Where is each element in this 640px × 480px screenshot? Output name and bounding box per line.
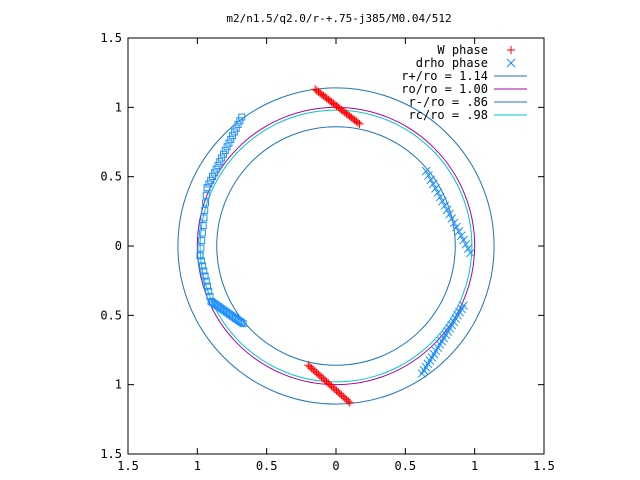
x-tick-label-5: 1 — [471, 459, 478, 473]
point-s1-g0-3 — [428, 179, 438, 189]
point-s1-g0-11 — [447, 214, 457, 223]
point-s2-g2-2 — [199, 262, 207, 270]
legend-marker-1 — [506, 58, 516, 68]
point-s2-g0-10 — [219, 150, 227, 158]
point-s2-g1-8 — [197, 244, 205, 252]
point-s2-g1-6 — [198, 229, 206, 237]
series-circle-5 — [216, 126, 456, 366]
point-s0-g1-24 — [344, 397, 353, 406]
point-s2-g0-4 — [230, 128, 238, 136]
point-s1-g0-1 — [424, 171, 433, 180]
point-s2-g0-9 — [221, 147, 229, 155]
point-s2-g1-5 — [199, 222, 207, 230]
point-s2-g0-17 — [207, 176, 215, 184]
point-s1-g0-14 — [454, 227, 464, 236]
series-circle-3 — [177, 87, 495, 405]
y-tick-label-2: 0.5 — [100, 170, 122, 184]
point-s2-g3-20 — [238, 319, 246, 327]
legend-label-4: r-/ro = .86 — [409, 95, 488, 109]
point-s1-g0-15 — [456, 231, 466, 241]
point-s2-g0-18 — [205, 180, 213, 188]
point-s2-g2-7 — [205, 287, 213, 295]
point-s1-g0-16 — [459, 235, 468, 245]
point-s1-g0-19 — [466, 248, 475, 258]
y-tick-label-6: 1.5 — [100, 447, 122, 461]
point-s2-g1-2 — [201, 199, 209, 207]
point-s1-g0-17 — [461, 239, 471, 249]
legend-marker-0 — [507, 46, 515, 54]
point-s1-g0-10 — [445, 209, 454, 219]
series-circle-6 — [199, 109, 473, 383]
point-s1-g0-4 — [431, 183, 440, 193]
point-s2-g0-2 — [234, 120, 242, 128]
point-s2-g1-3 — [201, 206, 209, 214]
point-s2-g0-0 — [238, 113, 246, 121]
point-s2-g2-5 — [202, 277, 210, 285]
x-tick-label-6: 1.5 — [533, 459, 555, 473]
point-s0-g1-25 — [345, 398, 354, 407]
y-tick-label-1: 1 — [115, 100, 122, 114]
point-s1-g0-13 — [452, 222, 461, 232]
plot-area — [177, 85, 495, 407]
point-s1-g0-12 — [449, 218, 459, 228]
axes: 1.5 1 0.5 0 0.5 1 1.51.510.500.511.5 — [100, 31, 555, 473]
point-s0-g0-26 — [353, 118, 362, 127]
x-tick-label-1: 1 — [194, 459, 201, 473]
point-s2-g2-4 — [201, 272, 209, 280]
legend-label-1: drho phase — [416, 56, 488, 70]
point-s2-g0-5 — [229, 132, 237, 140]
point-s1-g1-21 — [417, 369, 427, 378]
y-tick-label-4: 0.5 — [100, 308, 122, 322]
y-tick-label-0: 1.5 — [100, 31, 122, 45]
point-s1-g0-2 — [426, 175, 436, 185]
point-s2-g1-0 — [203, 184, 211, 192]
point-s2-g1-7 — [198, 237, 206, 245]
x-tick-label-3: 0 — [332, 459, 339, 473]
legend-label-2: r+/ro = 1.14 — [401, 69, 488, 83]
point-s1-g0-7 — [438, 196, 447, 206]
point-s1-g0-5 — [433, 188, 443, 198]
x-tick-label-0: 1.5 — [117, 459, 139, 473]
point-s2-g2-6 — [204, 282, 212, 290]
legend-label-0: W phase — [437, 43, 488, 57]
point-s2-g1-4 — [200, 214, 208, 222]
point-s2-g0-12 — [216, 158, 224, 166]
point-s0-g0-27 — [355, 119, 364, 128]
point-s1-g0-9 — [442, 205, 452, 215]
series-circle-4 — [196, 106, 476, 386]
point-s2-g0-13 — [214, 161, 222, 169]
point-s2-g1-1 — [202, 191, 210, 199]
x-tick-label-4: 0.5 — [394, 459, 416, 473]
point-s2-g2-0 — [196, 252, 204, 260]
point-s2-g2-1 — [197, 257, 205, 265]
point-s2-g2-3 — [200, 267, 208, 275]
y-tick-label-3: 0 — [115, 239, 122, 253]
point-s2-g0-1 — [236, 117, 244, 125]
point-s2-g3-21 — [239, 320, 247, 328]
point-s1-g0-6 — [435, 192, 445, 202]
point-s2-g0-15 — [210, 169, 218, 177]
point-s2-g0-7 — [225, 139, 233, 147]
point-s2-g0-11 — [218, 154, 226, 162]
point-s1-g0-8 — [440, 201, 450, 210]
point-s2-g0-16 — [209, 173, 217, 181]
legend-label-5: rc/ro = .98 — [409, 108, 488, 122]
legend-label-3: ro/ro = 1.00 — [401, 82, 488, 96]
point-s2-g0-8 — [223, 143, 231, 151]
chart-title: m2/n1.5/q2.0/r-+.75-j385/M0.04/512 — [226, 12, 451, 25]
point-s2-g0-3 — [232, 124, 240, 132]
point-s2-g0-6 — [227, 135, 235, 143]
point-s2-g0-14 — [212, 165, 220, 173]
y-tick-label-5: 1 — [115, 378, 122, 392]
x-tick-label-2: 0.5 — [256, 459, 278, 473]
point-s1-g0-0 — [421, 166, 431, 176]
point-s1-g0-18 — [463, 244, 473, 253]
